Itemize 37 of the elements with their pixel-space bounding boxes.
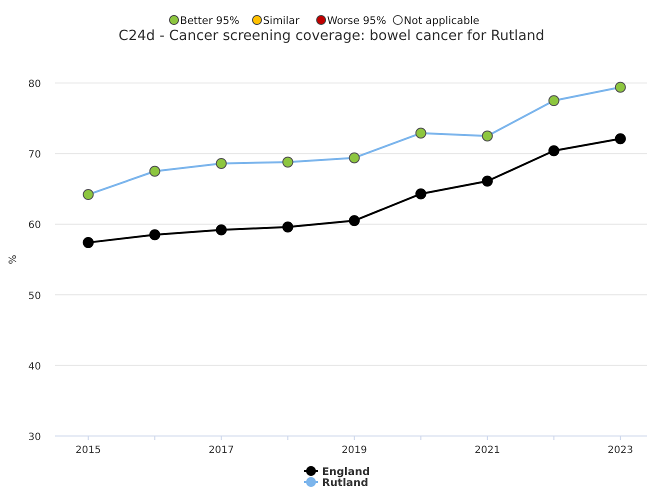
x-tick-label: 2021 <box>474 445 500 456</box>
point <box>149 229 160 240</box>
point <box>482 130 493 142</box>
x-tick-label: 2017 <box>208 445 234 456</box>
point <box>614 133 626 144</box>
legend-label: England <box>322 466 370 478</box>
y-tick-label: 60 <box>28 220 41 232</box>
point <box>415 128 426 139</box>
point <box>282 156 294 168</box>
y-tick-label: 50 <box>28 290 41 302</box>
x-tick-label: 2023 <box>608 445 634 456</box>
x-tick-label: 2015 <box>76 445 101 456</box>
point <box>482 176 493 187</box>
y-tick-label: 30 <box>28 432 41 443</box>
legend-label: Rutland <box>322 477 368 489</box>
text: Better 95% <box>180 15 240 27</box>
text: Similar <box>263 15 300 27</box>
y-tick-label: 80 <box>28 79 41 90</box>
point <box>415 188 426 200</box>
text: Not applicable <box>404 15 480 27</box>
point <box>548 145 560 156</box>
y-tick-label: 40 <box>28 361 41 372</box>
point <box>82 189 94 200</box>
point <box>548 95 560 106</box>
point <box>216 224 227 236</box>
point <box>614 82 626 93</box>
y-tick-label: 70 <box>28 150 41 161</box>
point <box>348 215 360 226</box>
point <box>82 237 94 248</box>
text: Worse 95% <box>327 15 386 27</box>
point <box>216 158 227 169</box>
x-tick-label: 2019 <box>342 445 368 456</box>
point <box>282 222 294 233</box>
y-axis-title: % <box>8 254 19 264</box>
point <box>348 152 360 164</box>
chart-title: C24d - Cancer screening coverage: bowel cancer for Rutland <box>118 28 544 44</box>
point <box>149 166 160 177</box>
